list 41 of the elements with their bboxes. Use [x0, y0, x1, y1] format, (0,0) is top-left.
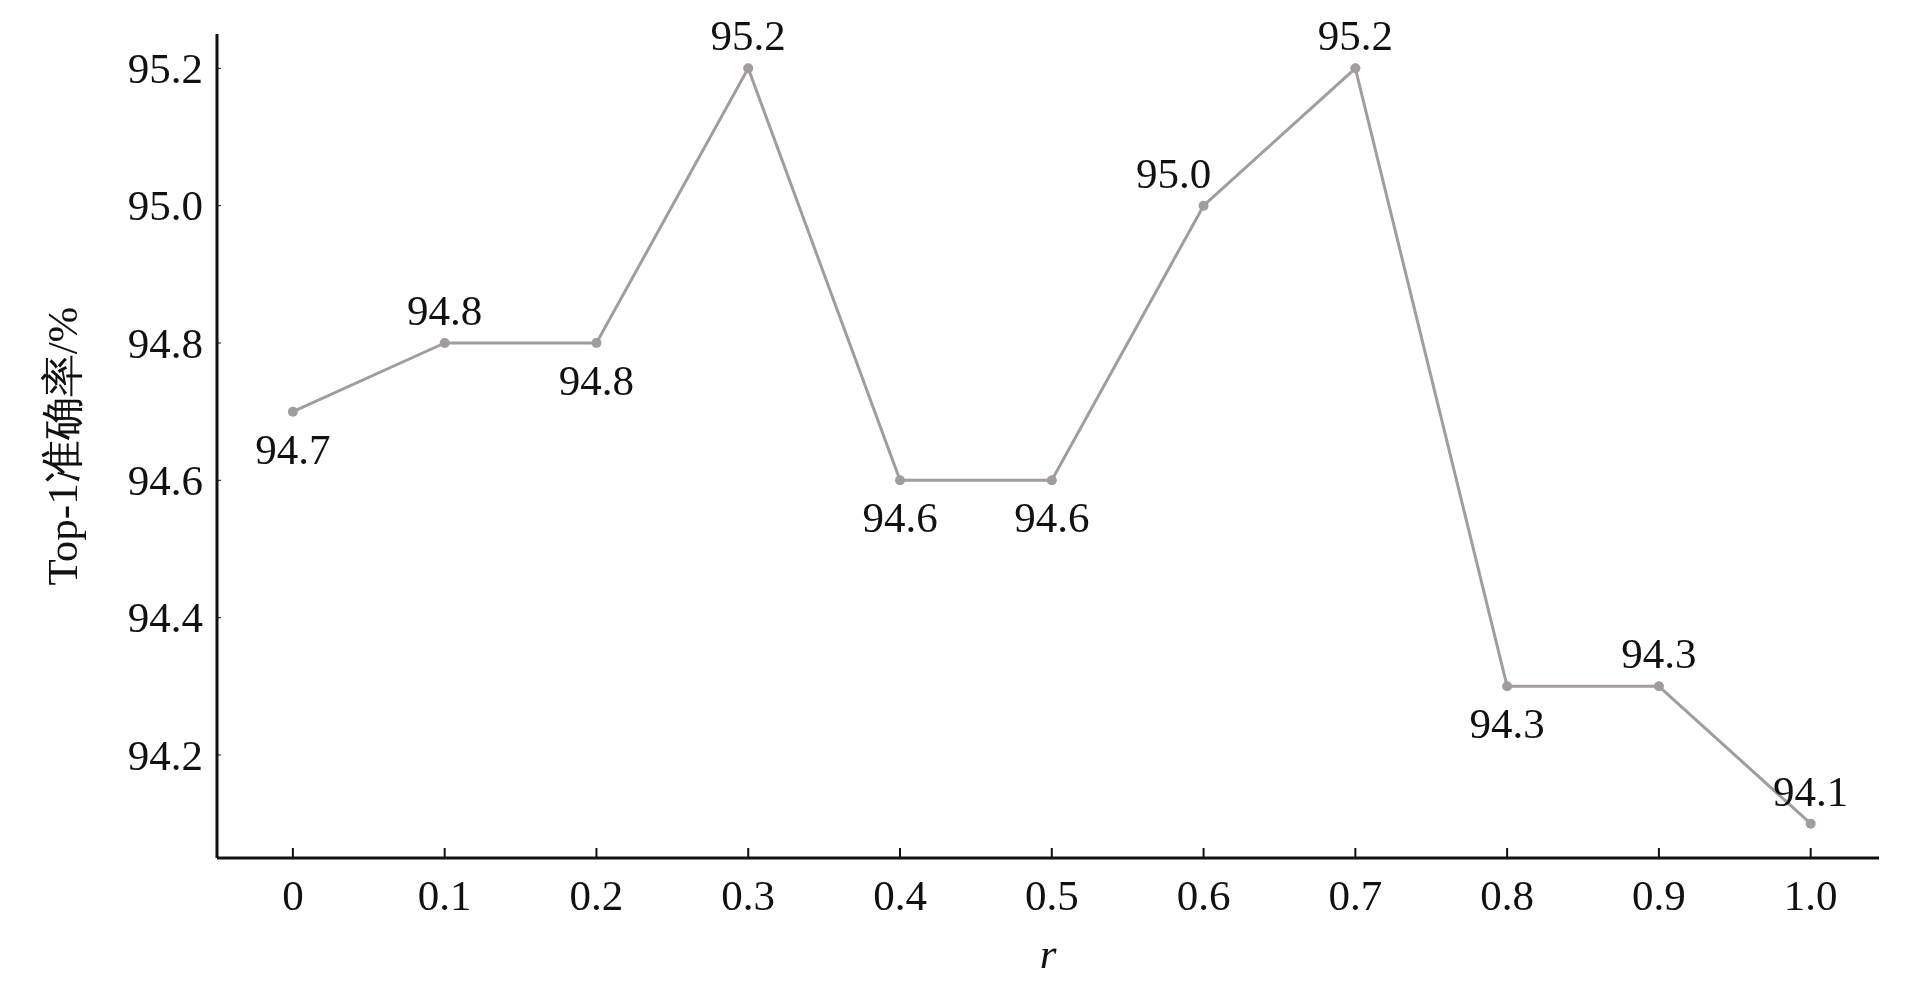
point	[1350, 63, 1361, 74]
x-tick-label: 0.3	[721, 872, 776, 919]
data-label: 94.1	[1773, 767, 1849, 815]
y-tick-label: 94.8	[127, 319, 203, 367]
x-tick-label: 0.8	[1480, 872, 1535, 919]
x-tick-label: 0.2	[569, 872, 624, 919]
point	[1198, 200, 1209, 211]
y-tick-label: 94.4	[127, 594, 203, 642]
y-tick-label: 95.0	[127, 182, 203, 230]
data-label: 94.3	[1621, 630, 1697, 678]
point	[1502, 681, 1513, 692]
data-label: 94.6	[862, 494, 938, 542]
data-label: 94.8	[407, 287, 483, 334]
x-tick-label: 0.6	[1176, 872, 1231, 919]
data-label: 95.0	[1135, 149, 1212, 197]
point	[439, 338, 450, 348]
x-tick-label: 0.5	[1024, 872, 1079, 919]
point	[895, 475, 906, 486]
point	[287, 406, 298, 417]
y-tick-label: 95.2	[127, 44, 203, 92]
x-tick-label: 0.7	[1328, 872, 1383, 919]
data-label: 95.2	[710, 12, 786, 60]
point	[743, 63, 754, 74]
data-label: 94.7	[255, 425, 331, 473]
x-tick-label: 0.9	[1632, 872, 1686, 919]
point	[591, 338, 602, 348]
y-tick-label: 94.2	[127, 731, 203, 779]
point	[1046, 475, 1057, 486]
data-label: 94.3	[1469, 700, 1545, 748]
data-label: 94.8	[558, 357, 635, 404]
point	[1805, 818, 1816, 829]
x-axis-title: r	[1039, 930, 1057, 977]
y-tick-label: 94.6	[127, 456, 203, 504]
point	[1653, 681, 1664, 692]
x-tick-label: 0.1	[417, 872, 472, 919]
x-tick-label: 0.4	[873, 872, 927, 919]
data-label: 95.2	[1317, 12, 1393, 60]
x-tick-label: 0	[282, 872, 304, 919]
x-tick-label: 1.0	[1783, 872, 1838, 919]
y-axis-title: Top-1准确率/%	[38, 306, 86, 586]
data-label: 94.6	[1014, 494, 1090, 542]
